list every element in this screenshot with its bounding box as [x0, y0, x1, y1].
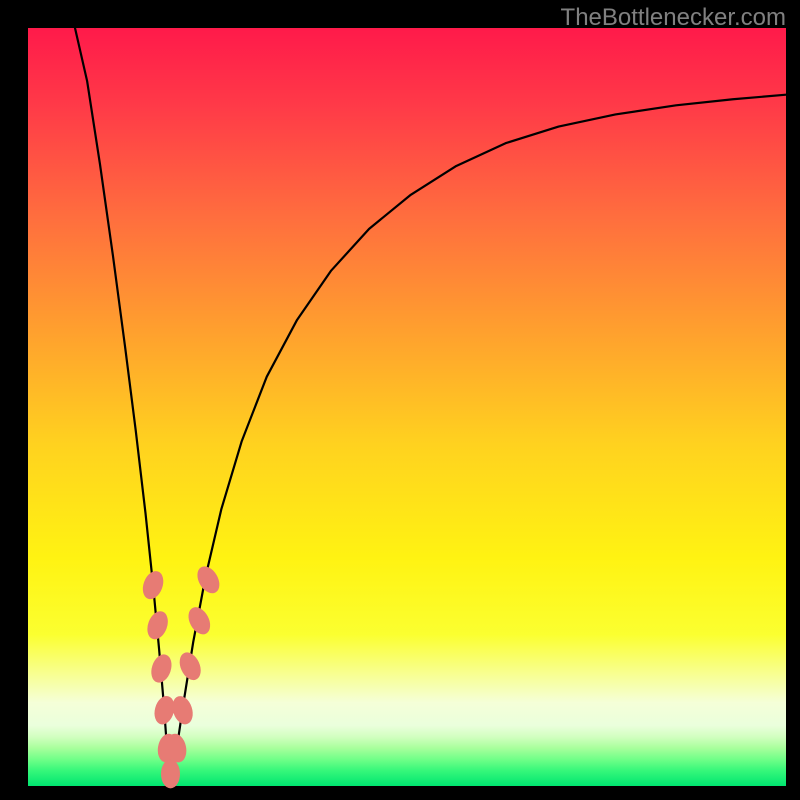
curve-marker	[162, 760, 180, 788]
watermark-text: TheBottlenecker.com	[561, 4, 786, 32]
plot-area	[28, 28, 786, 786]
chart-container: TheBottlenecker.com	[0, 0, 800, 800]
gradient-background	[28, 28, 786, 786]
plot-svg	[28, 28, 786, 786]
